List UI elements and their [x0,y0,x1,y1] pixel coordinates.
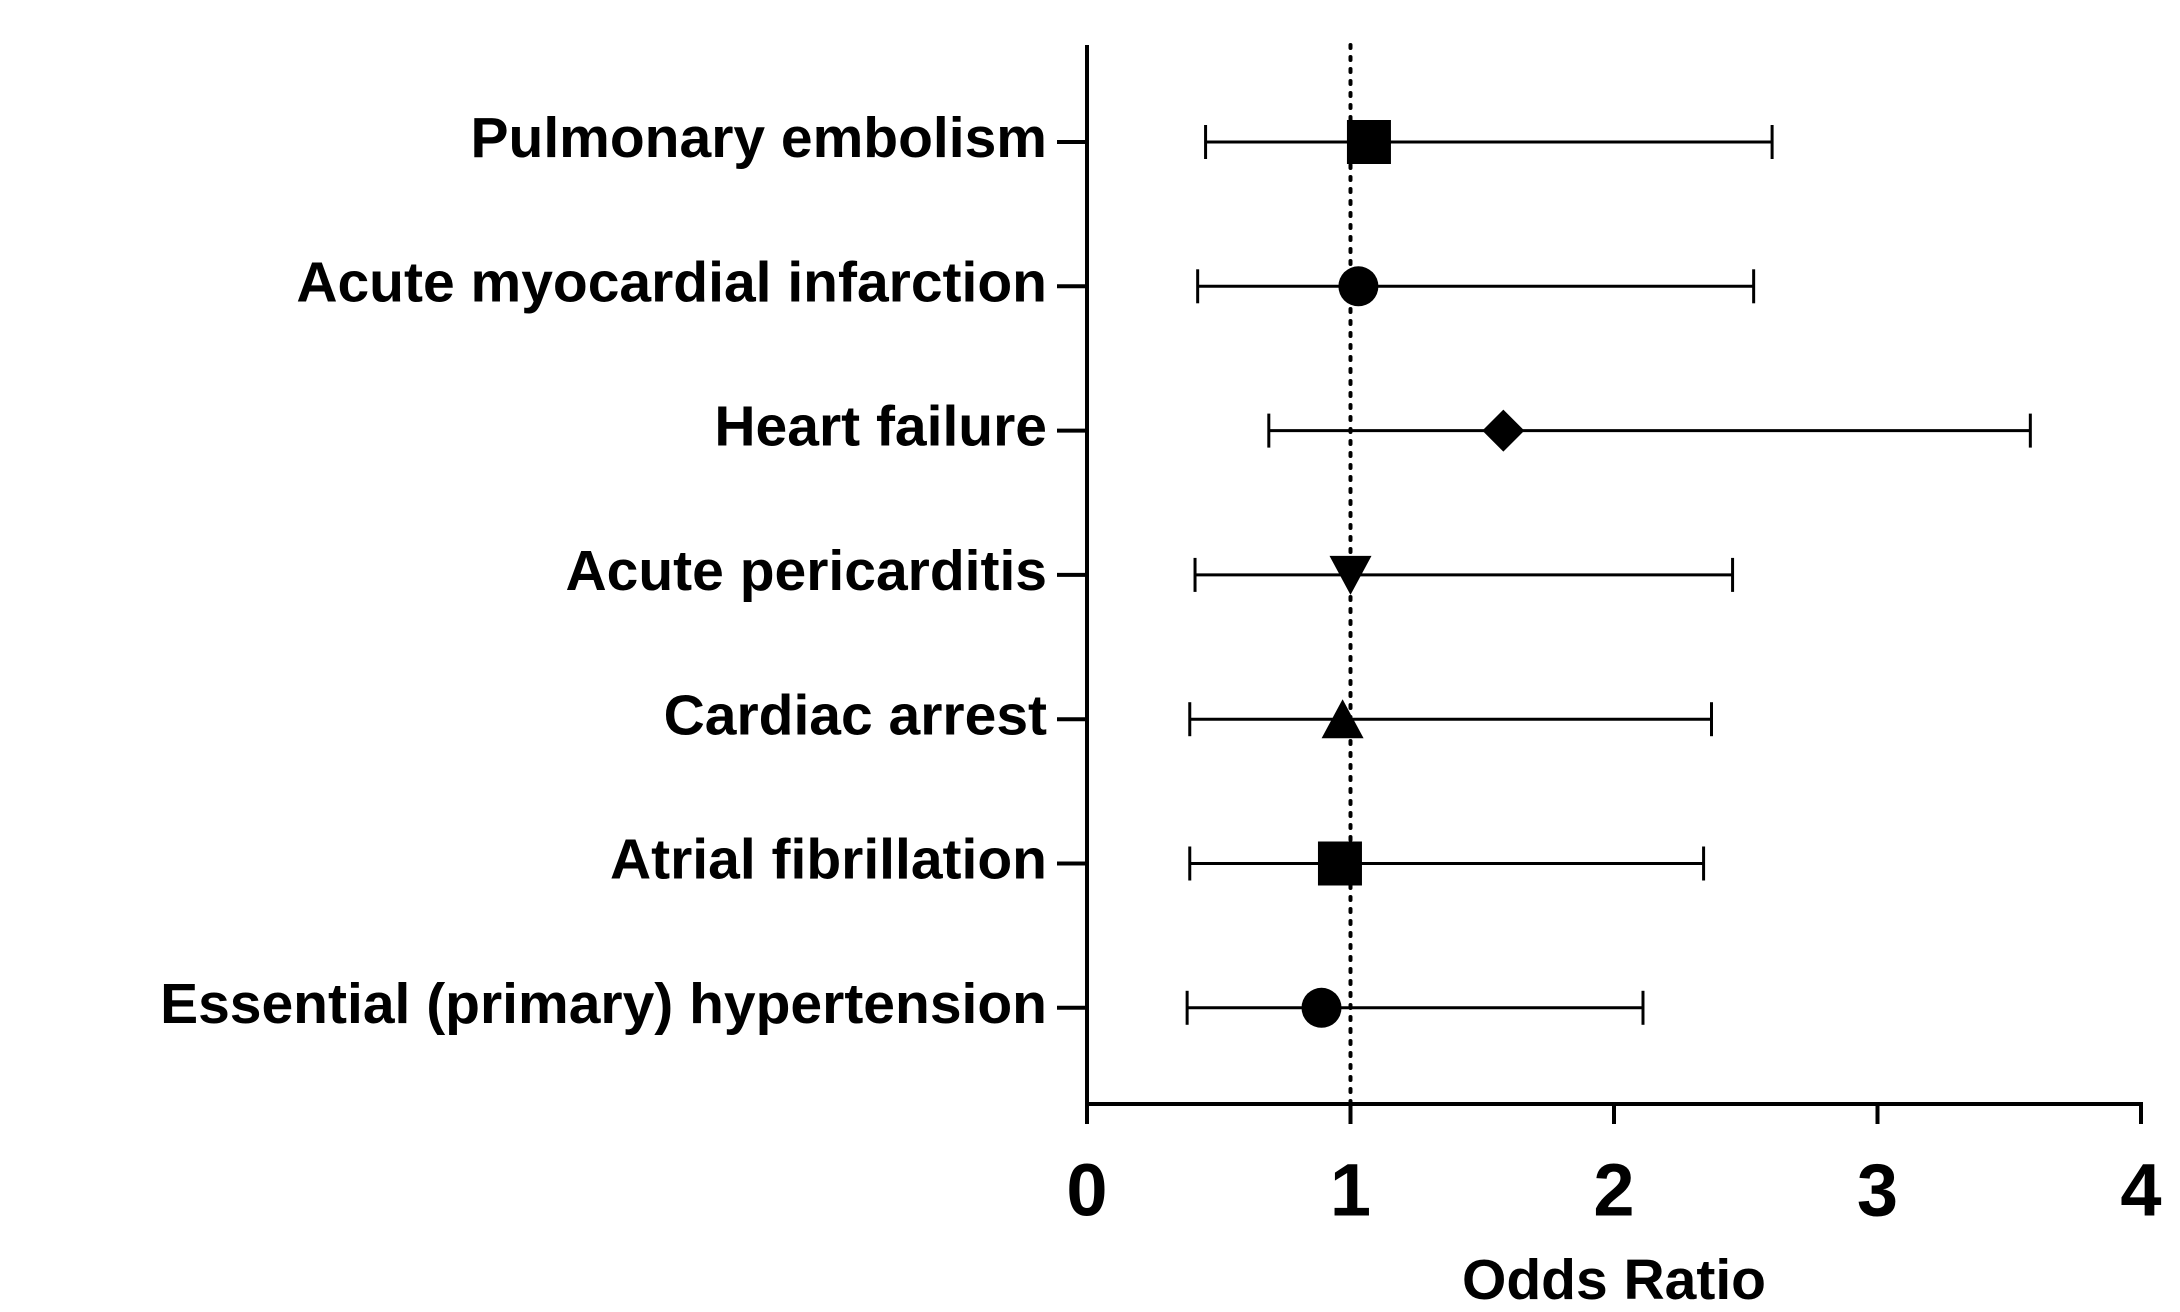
x-tick-label: 3 [1857,1149,1898,1232]
point-diamond [1482,409,1525,452]
category-label: Cardiac arrest [664,683,1047,747]
category-label: Atrial fibrillation [610,828,1047,892]
x-tick-label: 2 [1593,1149,1634,1232]
category-label: Essential (primary) hypertension [160,972,1047,1036]
point-triangle-up [1321,699,1364,739]
category-label: Pulmonary embolism [471,106,1048,170]
category-label: Acute pericarditis [566,539,1048,603]
x-tick-label: 0 [1066,1149,1107,1232]
point-triangle-down [1329,555,1372,595]
category-label: Acute myocardial infarction [296,250,1047,314]
category-label: Heart failure [714,395,1047,459]
x-axis-title: Odds Ratio [1462,1248,1766,1312]
x-tick-label: 4 [2120,1149,2161,1232]
point-circle [1301,987,1342,1028]
x-tick-label: 1 [1330,1149,1371,1232]
point-square [1346,120,1391,164]
point-square [1317,841,1362,886]
point-circle [1338,266,1379,307]
